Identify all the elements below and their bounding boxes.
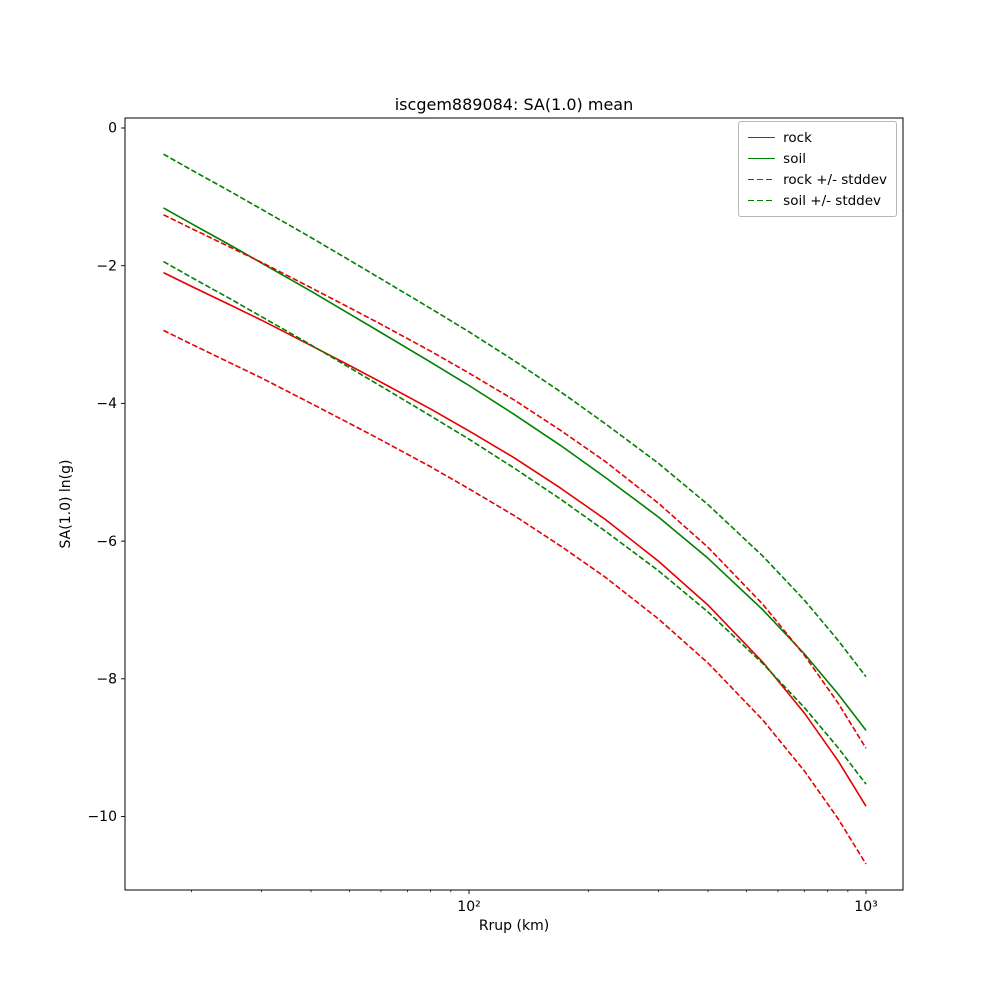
- legend-swatch-rock-stddev: [748, 178, 776, 181]
- legend-label-rock-stddev: rock +/- stddev: [783, 171, 887, 188]
- y-tick-label: 0: [108, 121, 117, 137]
- series-line-soil-stddev: [163, 260, 867, 785]
- legend-swatch-soil: [748, 157, 776, 160]
- series-line-soil-stddev: [163, 153, 867, 678]
- x-axis-label: Rrup (km): [478, 918, 550, 934]
- series-line-rock: [163, 271, 867, 807]
- legend-label-soil: soil: [783, 150, 806, 167]
- axes-frame: [124, 117, 904, 891]
- legend-item-soil-stddev: soil +/- stddev: [748, 190, 887, 211]
- legend: rock soil rock +/- stddev soil +/- stdde…: [738, 121, 897, 217]
- legend-item-rock: rock: [748, 127, 887, 148]
- series-line-rock-stddev: [163, 214, 867, 749]
- y-tick-label: −10: [87, 809, 117, 825]
- legend-swatch-soil-stddev: [748, 199, 776, 202]
- legend-item-soil: soil: [748, 148, 887, 169]
- y-tick-label: −6: [96, 534, 117, 550]
- series-line-soil: [163, 207, 867, 731]
- x-tick-label: 10²: [457, 899, 480, 915]
- legend-item-rock-stddev: rock +/- stddev: [748, 169, 887, 190]
- x-tick-label: 10³: [854, 899, 877, 915]
- legend-swatch-rock: [748, 136, 776, 139]
- series-line-rock-stddev: [163, 329, 867, 865]
- y-axis-label: SA(1.0) ln(g): [58, 459, 74, 549]
- chart-title: iscgem889084: SA(1.0) mean: [394, 95, 634, 114]
- legend-label-rock: rock: [783, 129, 812, 146]
- legend-label-soil-stddev: soil +/- stddev: [783, 192, 882, 209]
- y-tick-label: −4: [96, 396, 117, 412]
- y-tick-label: −8: [96, 672, 117, 688]
- y-tick-label: −2: [96, 258, 117, 274]
